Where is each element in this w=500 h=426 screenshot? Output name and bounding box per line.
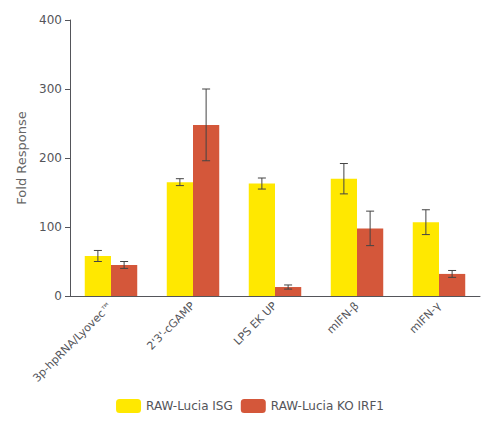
svg-text:mIFN-γ: mIFN-γ (407, 299, 444, 336)
svg-text:100: 100 (39, 220, 62, 234)
svg-text:2'3'-cGAMP: 2'3'-cGAMP (144, 299, 197, 352)
svg-text:Fold Response: Fold Response (14, 111, 29, 204)
svg-text:200: 200 (39, 151, 62, 165)
svg-text:300: 300 (39, 82, 62, 96)
svg-text:3p-hpRNA/Lyovec™: 3p-hpRNA/Lyovec™ (30, 299, 115, 384)
svg-text:LPS EK UP: LPS EK UP (231, 299, 280, 348)
svg-text:400: 400 (39, 13, 62, 27)
svg-text:RAW-Lucia ISG: RAW-Lucia ISG (146, 399, 233, 413)
svg-text:0: 0 (54, 289, 62, 303)
svg-text:RAW-Lucia KO IRF1: RAW-Lucia KO IRF1 (271, 399, 384, 413)
svg-text:mIFN-β: mIFN-β (325, 299, 362, 336)
